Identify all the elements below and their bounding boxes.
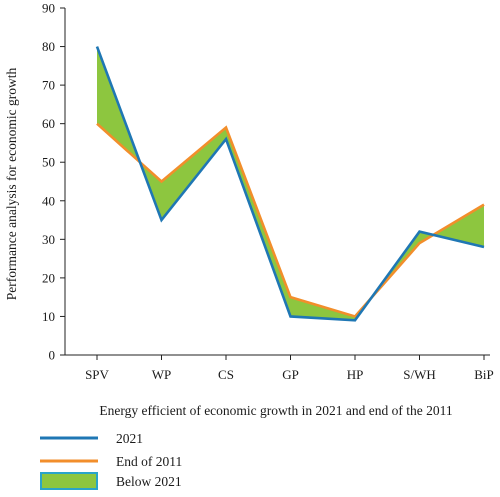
x-tick-label: WP [152, 367, 172, 382]
x-tick-label: SPV [85, 367, 109, 382]
y-axis-title: Performance analysis for economic growth [4, 68, 19, 301]
x-tick-label: BiP [474, 367, 494, 382]
legend-label-2021: 2021 [116, 431, 143, 446]
y-tick-label: 40 [42, 193, 55, 208]
fill-band-segment [161, 127, 226, 221]
legend: 2021 End of 2011 Below 2021 [40, 431, 182, 490]
y-tick-label: 70 [42, 78, 55, 93]
x-tick-label: CS [218, 367, 234, 382]
y-tick-label: 10 [42, 309, 55, 324]
legend-label-below-2021: Below 2021 [116, 474, 182, 489]
x-tick-label: HP [347, 367, 364, 382]
series-line-2021 [95, 46, 485, 322]
plot-area [95, 46, 485, 322]
y-tick-label: 50 [42, 155, 55, 170]
y-tick-label: 20 [42, 270, 55, 285]
y-tick-label: 0 [49, 348, 56, 363]
legend-label-end-2011: End of 2011 [116, 454, 182, 469]
y-tick-label: 80 [42, 39, 55, 54]
y-tick-label: 90 [42, 1, 55, 16]
legend-swatch-below-2021 [40, 472, 98, 490]
x-axis-title: Energy efficient of economic growth in 2… [99, 403, 452, 418]
y-tick-label: 30 [42, 232, 55, 247]
x-tick-label: GP [282, 367, 299, 382]
fill-band-segment [433, 204, 484, 248]
x-tick-label: S/WH [403, 367, 436, 382]
series-line-end-of-2011 [96, 122, 485, 318]
axes: 0 10 20 30 40 50 60 70 80 90 SPV WP CS GP HP S/WH BiP [42, 1, 494, 383]
y-tick-label: 60 [42, 116, 55, 131]
